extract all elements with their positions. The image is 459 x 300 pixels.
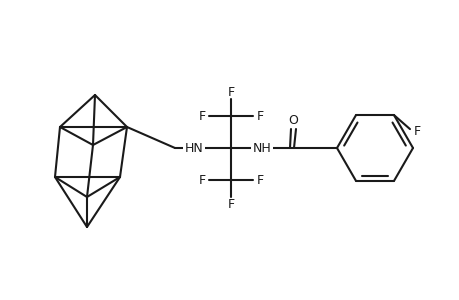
Text: F: F [256,110,263,122]
Text: F: F [198,173,205,187]
Text: F: F [227,85,234,98]
Text: HN: HN [184,142,203,154]
Text: F: F [198,110,205,122]
Text: F: F [413,124,420,138]
Text: NH: NH [252,142,271,154]
Text: F: F [256,173,263,187]
Text: O: O [287,115,297,128]
Text: F: F [227,197,234,211]
